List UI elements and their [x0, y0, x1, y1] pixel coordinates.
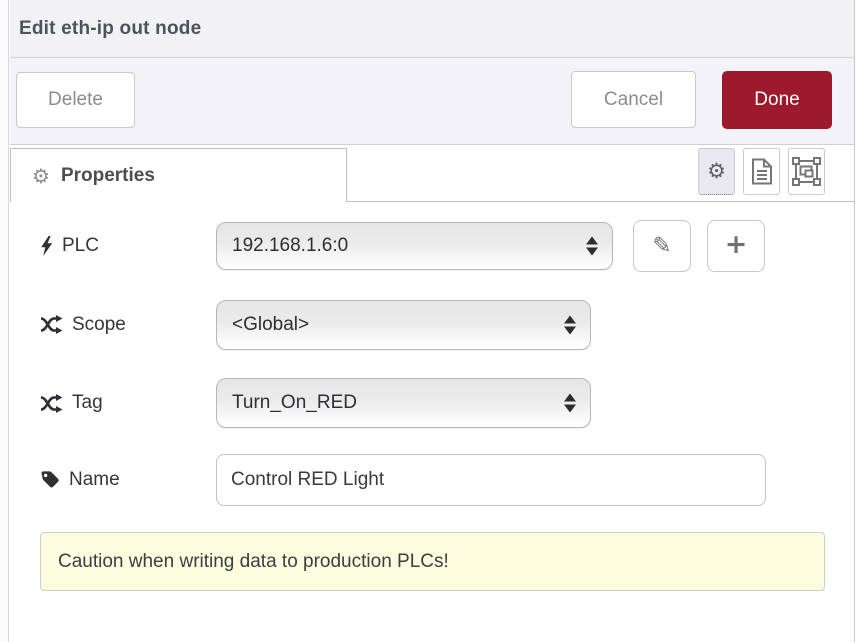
shuffle-icon [40, 393, 63, 413]
name-label-text: Name [69, 469, 120, 490]
tag-select-value: Turn_On_RED [232, 392, 357, 413]
tag-row: Tag Turn_On_RED [10, 376, 854, 430]
scope-label-text: Scope [72, 313, 126, 335]
plus-icon: + [724, 229, 748, 260]
plc-row: PLC 192.168.1.6:0 ✎ + [10, 220, 854, 272]
tag-label-icon [41, 471, 59, 488]
select-spinner-icon [564, 393, 576, 413]
tag-label: Tag [10, 392, 216, 414]
dialog-toolbar: Delete Cancel Done [10, 58, 854, 145]
properties-panel: PLC 192.168.1.6:0 ✎ + [10, 202, 854, 642]
scope-select[interactable]: <Global> [216, 299, 591, 350]
appearance-icon [792, 157, 821, 186]
tag-select[interactable]: Turn_On_RED [216, 378, 591, 428]
tab-properties[interactable]: ⚙ Properties [10, 148, 347, 202]
edit-plc-config-button[interactable]: ✎ [633, 220, 691, 272]
tab-bar-border [347, 201, 854, 202]
select-spinner-icon [564, 315, 576, 334]
dialog-main: Edit eth-ip out node Delete Cancel Done … [10, 0, 855, 642]
plc-label: PLC [10, 235, 216, 257]
name-row: Name [10, 453, 854, 507]
done-button[interactable]: Done [722, 71, 832, 129]
caution-tip-text: Caution when writing data to production … [58, 550, 449, 572]
plc-label-text: PLC [62, 235, 99, 256]
gear-icon: ⚙ [32, 163, 50, 188]
tab-bar: ⚙ Properties ⚙ [10, 145, 854, 202]
delete-button[interactable]: Delete [16, 72, 135, 128]
dialog-title: Edit eth-ip out node [19, 17, 202, 39]
bolt-icon [41, 236, 53, 256]
shuffle-icon [40, 315, 63, 334]
appearance-button[interactable] [788, 148, 825, 195]
scope-row: Scope <Global> [10, 298, 854, 351]
plc-select-value: 192.168.1.6:0 [232, 235, 349, 256]
dialog-header: Edit eth-ip out node [10, 0, 854, 58]
name-input[interactable] [216, 454, 766, 506]
description-button[interactable] [743, 148, 780, 195]
tag-label-text: Tag [72, 392, 103, 413]
gear-icon: ⚙ [707, 159, 726, 183]
pencil-icon: ✎ [652, 232, 672, 259]
caution-tip: Caution when writing data to production … [40, 532, 825, 591]
node-settings-button[interactable]: ⚙ [698, 148, 735, 195]
plc-select[interactable]: 192.168.1.6:0 [216, 222, 613, 270]
scope-label: Scope [10, 314, 216, 336]
add-plc-config-button[interactable]: + [707, 220, 765, 272]
tray-resize-handle[interactable] [0, 0, 9, 642]
document-icon [751, 158, 772, 185]
name-label: Name [10, 469, 216, 491]
scope-select-value: <Global> [232, 313, 310, 335]
select-spinner-icon [586, 236, 598, 256]
tab-properties-label: Properties [60, 164, 155, 186]
cancel-button[interactable]: Cancel [571, 71, 696, 128]
